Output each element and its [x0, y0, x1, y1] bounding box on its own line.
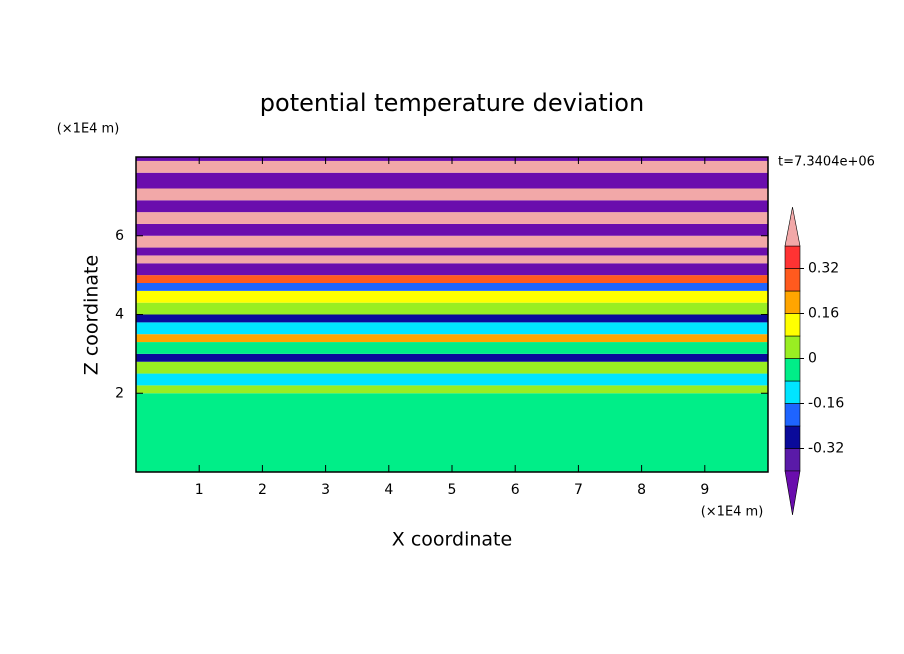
x-tick-label: 5 — [448, 482, 457, 498]
y-tick-label: 4 — [115, 307, 124, 323]
colorbar-under — [784, 470, 801, 516]
contour-band — [136, 385, 768, 394]
y-unit: (×1E4 m) — [57, 122, 120, 137]
contour-band — [136, 223, 768, 236]
contour-band — [136, 235, 768, 248]
contour-band — [136, 361, 768, 374]
x-tick-label: 9 — [700, 482, 709, 498]
x-tick-label: 1 — [195, 482, 204, 498]
colorbar-bin — [784, 448, 801, 472]
contour-band — [136, 212, 768, 224]
colorbar-tick-label: 0.16 — [808, 306, 839, 322]
contour-band — [136, 393, 768, 472]
x-tick-label: 4 — [384, 482, 393, 498]
contour-band — [136, 334, 768, 343]
x-unit: (×1E4 m) — [701, 505, 764, 520]
contour-band — [136, 200, 768, 213]
contour-band — [136, 283, 768, 291]
contour-band — [136, 255, 768, 264]
colorbar-bin — [784, 290, 801, 314]
colorbar-tick-label: 0.32 — [808, 261, 839, 277]
colorbar-bin — [784, 335, 801, 359]
colorbar-bin — [784, 358, 801, 382]
colorbar-bin — [784, 313, 801, 337]
contour-band — [136, 290, 768, 303]
colorbar-tick-label: 0 — [808, 351, 817, 367]
contour-band — [136, 373, 768, 386]
colorbar-bin — [784, 403, 801, 427]
contour-band — [136, 275, 768, 283]
contour-band — [136, 314, 768, 323]
chart-title: potential temperature deviation — [260, 89, 644, 117]
contour-band — [136, 188, 768, 201]
contour-band — [136, 353, 768, 362]
contour-band — [136, 302, 768, 315]
x-tick-label: 3 — [321, 482, 330, 498]
x-tick-label: 7 — [574, 482, 583, 498]
colorbar-tick-label: -0.32 — [808, 441, 844, 457]
y-axis-label: Z coordinate — [81, 255, 103, 375]
colorbar-bin — [784, 425, 801, 449]
colorbar-tick-label: -0.16 — [808, 396, 844, 412]
y-tick-label: 6 — [115, 228, 124, 244]
x-tick-label: 6 — [511, 482, 520, 498]
x-tick-label: 8 — [637, 482, 646, 498]
colorbar-bin — [784, 268, 801, 292]
contour-band — [136, 160, 768, 173]
x-axis-label: X coordinate — [392, 529, 512, 551]
x-tick-label: 2 — [258, 482, 267, 498]
time-label: t=7.3404e+06 — [778, 155, 875, 170]
contour-band — [136, 247, 768, 256]
colorbar-bin — [784, 245, 801, 269]
y-tick-label: 2 — [115, 385, 124, 401]
contour-band — [136, 322, 768, 335]
colorbar-bin — [784, 380, 801, 404]
contour-band — [136, 263, 768, 276]
contour-band — [136, 172, 768, 189]
contour-band — [136, 342, 768, 354]
colorbar-over — [784, 206, 801, 247]
